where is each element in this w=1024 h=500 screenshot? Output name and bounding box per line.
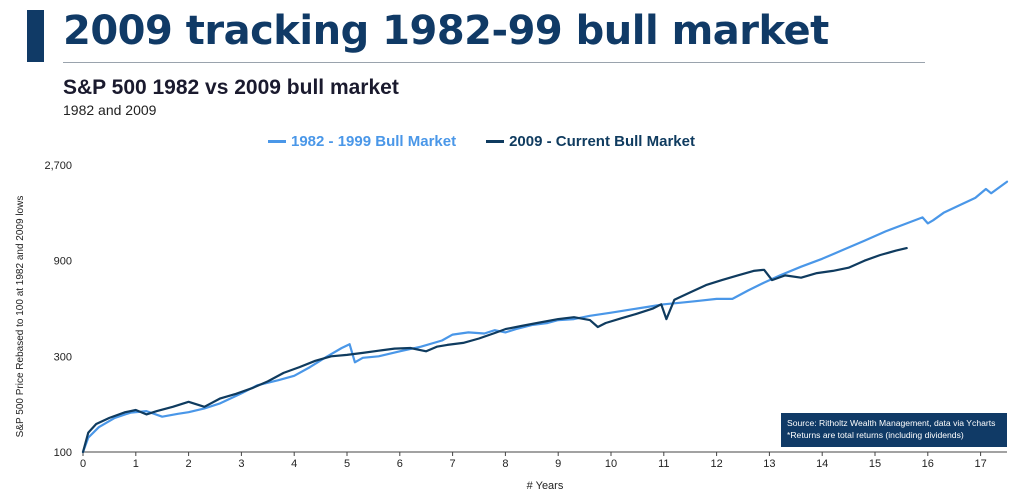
legend-swatch-2009 (486, 139, 505, 143)
x-tick-label: 5 (344, 458, 350, 470)
x-tick-label: 6 (397, 458, 403, 470)
legend-label-2009: 2009 - Current Bull Market (509, 132, 695, 150)
y-tick-label: 2,700 (44, 160, 72, 172)
legend-item-1982: 1982 - 1999 Bull Market (268, 133, 456, 150)
x-tick-label: 11 (658, 458, 669, 470)
legend-item-2009: 2009 - Current Bull Market (486, 133, 695, 150)
legend-label-1982: 1982 - 1999 Bull Market (291, 132, 457, 150)
legend-swatch-1982 (268, 139, 286, 143)
x-tick-label: 8 (502, 458, 508, 470)
x-tick-label: 14 (816, 458, 828, 470)
chart-legend: 1982 - 1999 Bull Market 2009 - Current B… (268, 131, 695, 151)
x-tick-label: 16 (922, 458, 934, 470)
x-tick-label: 7 (450, 458, 456, 470)
x-tick-label: 12 (710, 458, 722, 470)
chart-title: S&P 500 1982 vs 2009 bull market (63, 76, 399, 99)
source-line: Source: Ritholtz Wealth Management, data… (787, 418, 996, 428)
source-note: Source: Ritholtz Wealth Management, data… (781, 413, 1007, 447)
x-tick-label: 3 (238, 458, 244, 470)
x-tick-label: 15 (869, 458, 881, 470)
x-tick-label: 9 (555, 458, 561, 470)
x-tick-label: 17 (974, 458, 986, 470)
x-tick-label: 1 (133, 458, 139, 470)
chart-subtitle: 1982 and 2009 (63, 102, 157, 118)
x-tick-label: 10 (605, 458, 617, 470)
y-tick-label: 900 (54, 256, 72, 268)
x-tick-label: 4 (291, 458, 297, 470)
title-accent-bar (27, 10, 44, 62)
series-line-2009 (81, 247, 908, 454)
returns-note: *Returns are total returns (including di… (787, 430, 964, 440)
y-tick-label: 100 (54, 447, 72, 459)
page-title: 2009 tracking 1982-99 bull market (63, 8, 829, 54)
x-tick-label: 0 (80, 458, 86, 470)
y-axis-title: S&P 500 Price Rebased to 100 at 1982 and… (15, 196, 26, 438)
title-divider (63, 62, 925, 63)
x-tick-label: 2 (186, 458, 192, 470)
y-tick-label: 300 (54, 351, 72, 363)
series-line-1982 (81, 180, 1009, 454)
x-tick-label: 13 (763, 458, 775, 470)
x-axis-title: # Years (527, 480, 564, 492)
